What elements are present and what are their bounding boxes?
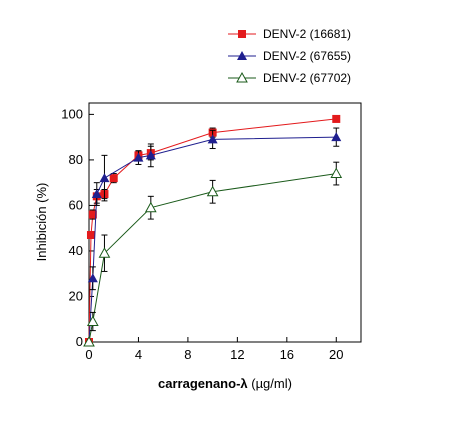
- series-2: [83, 161, 343, 347]
- data-point: [87, 273, 98, 283]
- data-point: [145, 150, 156, 160]
- data-point: [86, 315, 99, 327]
- legend: DENV-2 (16681) DENV-2 (67655) DENV-2 (67…: [228, 27, 351, 85]
- x-axis-title-bold: carragenano-λ: [158, 376, 248, 391]
- x-tick-label: 4: [135, 347, 142, 362]
- legend-marker-16681: [238, 30, 246, 38]
- y-tick-label: 20: [69, 288, 83, 303]
- legend-label-16681: DENV-2 (16681): [263, 27, 351, 41]
- x-tick-label: 0: [85, 347, 92, 362]
- data-point: [86, 231, 95, 240]
- y-axis-title: Inhibición (%): [34, 183, 49, 262]
- series-0: [85, 114, 341, 346]
- y-axis: 0 20 40 60 80 100: [61, 106, 94, 349]
- series-line: [88, 136, 337, 343]
- series-layer: [83, 114, 343, 347]
- data-point: [332, 114, 341, 123]
- legend-item-67655: DENV-2 (67655): [228, 49, 351, 63]
- x-axis-title: carragenano-λ (µg/ml): [158, 376, 292, 391]
- data-point: [206, 185, 219, 197]
- legend-label-67655: DENV-2 (67655): [263, 49, 351, 63]
- y-tick-label: 40: [69, 243, 83, 258]
- data-point: [133, 152, 144, 162]
- y-tick-label: 100: [61, 106, 83, 121]
- data-point: [331, 132, 342, 142]
- data-point: [98, 247, 111, 258]
- y-tick-label: 0: [76, 334, 83, 349]
- data-point: [144, 201, 157, 213]
- y-tick-label: 80: [69, 152, 83, 167]
- legend-marker-67702: [236, 71, 248, 83]
- data-point: [207, 134, 218, 144]
- x-tick-label: 16: [280, 347, 294, 362]
- x-axis: 0 4 8 12 16 20: [85, 337, 344, 362]
- data-point: [109, 174, 118, 183]
- x-tick-label: 12: [230, 347, 244, 362]
- data-point: [88, 210, 97, 219]
- x-tick-label: 20: [329, 347, 343, 362]
- legend-item-67702: DENV-2 (67702): [228, 71, 351, 85]
- series-line: [88, 118, 337, 343]
- legend-label-67702: DENV-2 (67702): [263, 71, 351, 85]
- plot-frame: [88, 102, 362, 343]
- x-axis-title-unit: (µg/ml): [248, 376, 292, 391]
- legend-item-16681: DENV-2 (16681): [228, 27, 351, 41]
- data-point: [91, 189, 102, 199]
- y-tick-label: 60: [69, 197, 83, 212]
- x-tick-label: 8: [184, 347, 191, 362]
- series-1: [84, 127, 342, 346]
- data-point: [83, 335, 95, 347]
- legend-marker-67655: [237, 51, 247, 60]
- data-point: [330, 167, 343, 179]
- data-point: [99, 173, 110, 183]
